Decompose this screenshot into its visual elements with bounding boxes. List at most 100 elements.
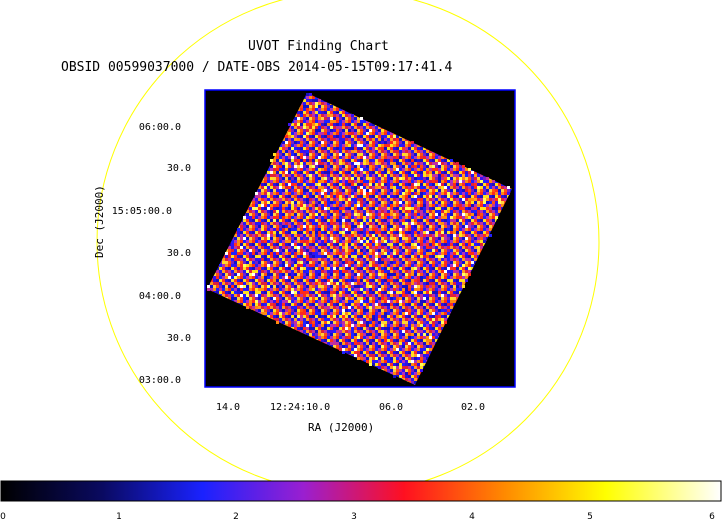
speckle — [351, 297, 354, 300]
speckle — [288, 168, 291, 171]
speckle — [408, 177, 411, 180]
speckle — [282, 204, 285, 207]
speckle — [303, 150, 306, 153]
speckle — [375, 240, 378, 243]
speckle — [396, 348, 399, 351]
speckle — [300, 165, 303, 168]
speckle — [435, 318, 438, 321]
speckle — [447, 219, 450, 222]
speckle — [363, 213, 366, 216]
speckle — [396, 138, 399, 141]
speckle — [447, 192, 450, 195]
speckle — [291, 153, 294, 156]
speckle — [294, 264, 297, 267]
speckle — [429, 324, 432, 327]
speckle — [327, 282, 330, 285]
speckle — [282, 168, 285, 171]
speckle — [282, 258, 285, 261]
speckle — [423, 306, 426, 309]
speckle — [252, 207, 255, 210]
speckle — [414, 165, 417, 168]
speckle — [294, 228, 297, 231]
speckle — [264, 192, 267, 195]
speckle — [291, 198, 294, 201]
speckle — [414, 249, 417, 252]
chart-title: UVOT Finding Chart — [248, 39, 389, 54]
speckle — [288, 240, 291, 243]
speckle — [339, 219, 342, 222]
speckle — [507, 186, 510, 189]
speckle — [390, 243, 393, 246]
speckle — [306, 327, 309, 330]
speckle — [492, 180, 495, 183]
speckle — [357, 273, 360, 276]
speckle — [330, 192, 333, 195]
speckle — [261, 228, 264, 231]
speckle — [402, 273, 405, 276]
speckle — [360, 201, 363, 204]
speckle — [315, 204, 318, 207]
speckle — [300, 237, 303, 240]
speckle — [315, 306, 318, 309]
speckle — [312, 183, 315, 186]
speckle — [306, 93, 309, 96]
speckle — [303, 189, 306, 192]
speckle — [387, 159, 390, 162]
speckle — [312, 192, 315, 195]
speckle — [342, 312, 345, 315]
chart-subtitle: OBSID 00599037000 / DATE-OBS 2014-05-15T… — [61, 60, 453, 75]
speckle — [354, 276, 357, 279]
speckle — [258, 270, 261, 273]
speckle — [450, 258, 453, 261]
speckle — [306, 246, 309, 249]
speckle — [468, 168, 471, 171]
speckle — [375, 363, 378, 366]
speckle — [264, 186, 267, 189]
speckle — [369, 126, 372, 129]
speckle — [249, 273, 252, 276]
speckle — [417, 207, 420, 210]
speckle — [498, 192, 501, 195]
speckle — [432, 288, 435, 291]
speckle — [375, 162, 378, 165]
speckle — [231, 249, 234, 252]
speckle — [402, 312, 405, 315]
speckle — [396, 357, 399, 360]
speckle — [462, 165, 465, 168]
speckle — [321, 120, 324, 123]
speckle — [354, 267, 357, 270]
colorbar — [0, 480, 722, 502]
speckle — [351, 249, 354, 252]
speckle — [456, 189, 459, 192]
speckle — [495, 198, 498, 201]
speckle — [333, 231, 336, 234]
speckle — [399, 180, 402, 183]
speckle — [423, 255, 426, 258]
speckle — [345, 345, 348, 348]
speckle — [294, 180, 297, 183]
speckle — [303, 135, 306, 138]
speckle — [387, 324, 390, 327]
speckle — [306, 99, 309, 102]
speckle — [441, 321, 444, 324]
speckle — [366, 213, 369, 216]
speckle — [411, 282, 414, 285]
speckle — [414, 159, 417, 162]
speckle — [345, 255, 348, 258]
speckle — [369, 264, 372, 267]
speckle — [303, 105, 306, 108]
speckle — [258, 195, 261, 198]
speckle — [273, 159, 276, 162]
speckle — [372, 255, 375, 258]
speckle — [315, 102, 318, 105]
speckle — [246, 306, 249, 309]
speckle — [363, 357, 366, 360]
speckle — [405, 288, 408, 291]
speckle — [468, 174, 471, 177]
speckle — [312, 219, 315, 222]
speckle — [456, 252, 459, 255]
speckle — [423, 297, 426, 300]
speckle — [360, 354, 363, 357]
speckle — [441, 186, 444, 189]
speckle — [246, 291, 249, 294]
